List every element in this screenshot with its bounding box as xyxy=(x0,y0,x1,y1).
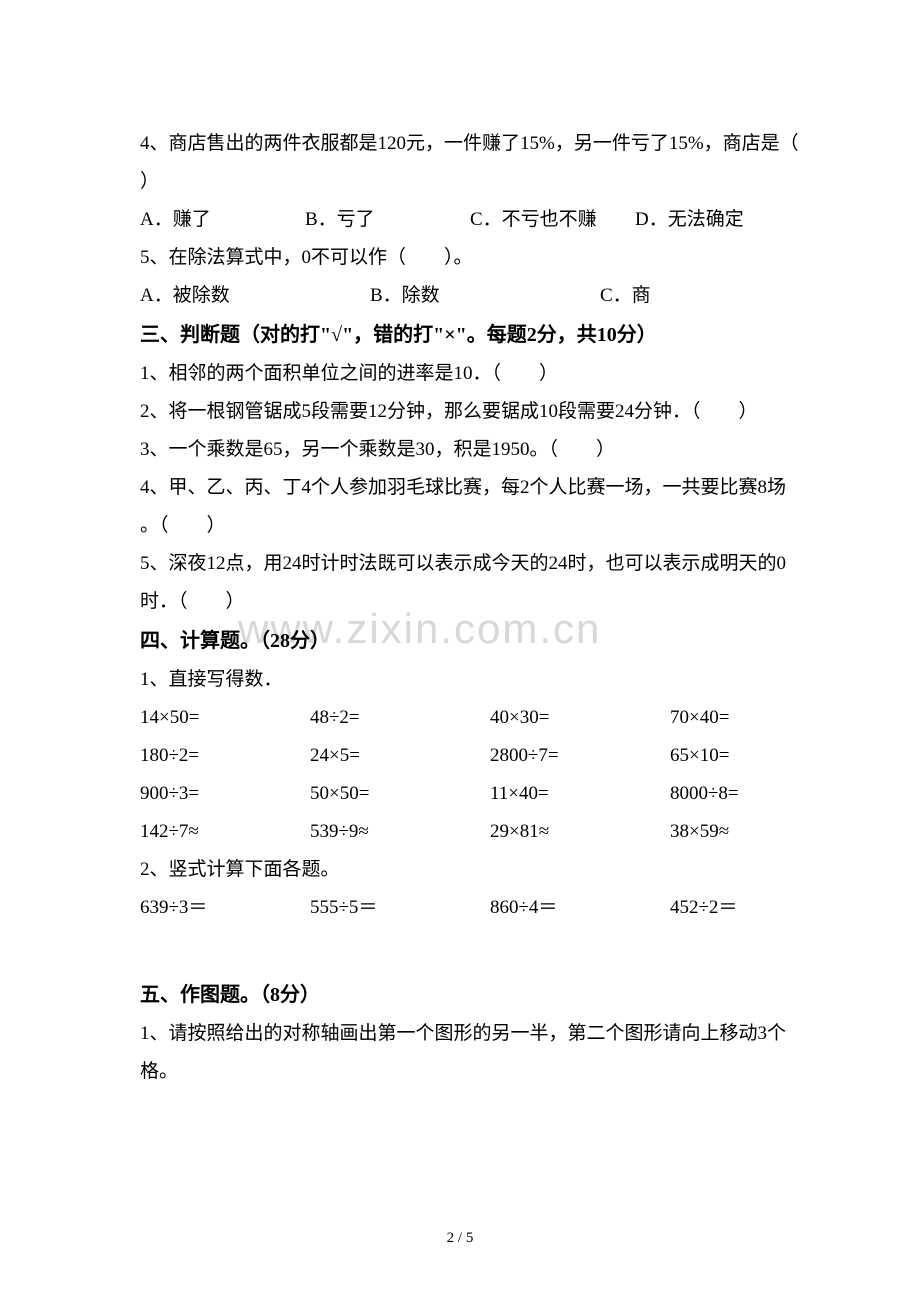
calc-r5c1: 639÷3＝ xyxy=(140,889,310,927)
q4-option-b: B．亏了 xyxy=(305,201,470,239)
calc-r2c4: 65×10= xyxy=(670,737,780,775)
calc-r1c1: 14×50= xyxy=(140,699,310,737)
calc-r3c3: 11×40= xyxy=(490,775,670,813)
section-3-title: 三、判断题（对的打"√"，错的打"×"。每题2分，共10分） xyxy=(140,315,780,355)
page-content: 4、商店售出的两件衣服都是120元，一件赚了15%，另一件亏了15%，商店是（ … xyxy=(140,125,780,1091)
calc-r3c4: 8000÷8= xyxy=(670,775,780,813)
question-5-text: 5、在除法算式中，0不可以作（ ）。 xyxy=(140,239,780,277)
q5-option-c: C．商 xyxy=(600,277,780,315)
calc-r2c2: 24×5= xyxy=(310,737,490,775)
calc-r4c2: 539÷9≈ xyxy=(310,813,490,851)
calc-r4c3: 29×81≈ xyxy=(490,813,670,851)
calc-r3c2: 50×50= xyxy=(310,775,490,813)
section-5-title: 五、作图题。（8分） xyxy=(140,975,780,1015)
calc-r2c3: 2800÷7= xyxy=(490,737,670,775)
question-5-options: A．被除数 B．除数 C．商 xyxy=(140,277,780,315)
calc-r4c1: 142÷7≈ xyxy=(140,813,310,851)
calc-r5c4: 452÷2＝ xyxy=(670,889,780,927)
calc-r2c1: 180÷2= xyxy=(140,737,310,775)
calc-part-2: 2、竖式计算下面各题。 xyxy=(140,851,780,889)
q4-option-d: D．无法确定 xyxy=(635,201,780,239)
calc-row-1: 14×50= 48÷2= 40×30= 70×40= xyxy=(140,699,780,737)
judge-5a: 5、深夜12点，用24时计时法既可以表示成今天的24时，也可以表示成明天的0 xyxy=(140,545,780,583)
calc-row-4: 142÷7≈ 539÷9≈ 29×81≈ 38×59≈ xyxy=(140,813,780,851)
calc-row-2: 180÷2= 24×5= 2800÷7= 65×10= xyxy=(140,737,780,775)
calc-r3c1: 900÷3= xyxy=(140,775,310,813)
calc-row-3: 900÷3= 50×50= 11×40= 8000÷8= xyxy=(140,775,780,813)
question-4-text: 4、商店售出的两件衣服都是120元，一件赚了15%，另一件亏了15%，商店是（ xyxy=(140,125,780,163)
calc-r5c3: 860÷4＝ xyxy=(490,889,670,927)
draw-1a: 1、请按照给出的对称轴画出第一个图形的另一半，第二个图形请向上移动3个 xyxy=(140,1015,780,1053)
q4-option-a: A．赚了 xyxy=(140,201,305,239)
judge-1: 1、相邻的两个面积单位之间的进率是10．（ ） xyxy=(140,355,780,393)
section-4-title: 四、计算题。（28分） xyxy=(140,621,780,661)
calc-r1c4: 70×40= xyxy=(670,699,780,737)
judge-2: 2、将一根钢管锯成5段需要12分钟，那么要锯成10段需要24分钟．（ ） xyxy=(140,393,780,431)
judge-3: 3、一个乘数是65，另一个乘数是30，积是1950。（ ） xyxy=(140,431,780,469)
judge-4b: 。（ ） xyxy=(140,507,780,545)
question-4-options: A．赚了 B．亏了 C．不亏也不赚 D．无法确定 xyxy=(140,201,780,239)
q4-option-c: C．不亏也不赚 xyxy=(470,201,635,239)
calc-part-1: 1、直接写得数． xyxy=(140,661,780,699)
calc-row-5: 639÷3＝ 555÷5＝ 860÷4＝ 452÷2＝ xyxy=(140,889,780,927)
calc-r1c2: 48÷2= xyxy=(310,699,490,737)
judge-5b: 时．（ ） xyxy=(140,583,780,621)
judge-4a: 4、甲、乙、丙、丁4个人参加羽毛球比赛，每2个人比赛一场，一共要比赛8场 xyxy=(140,469,780,507)
question-4-close: ） xyxy=(140,163,780,201)
draw-1b: 格。 xyxy=(140,1053,780,1091)
calc-r5c2: 555÷5＝ xyxy=(310,889,490,927)
q5-option-a: A．被除数 xyxy=(140,277,370,315)
q5-option-b: B．除数 xyxy=(370,277,600,315)
page-number: 2 / 5 xyxy=(0,1230,920,1247)
calc-r1c3: 40×30= xyxy=(490,699,670,737)
calc-r4c4: 38×59≈ xyxy=(670,813,780,851)
